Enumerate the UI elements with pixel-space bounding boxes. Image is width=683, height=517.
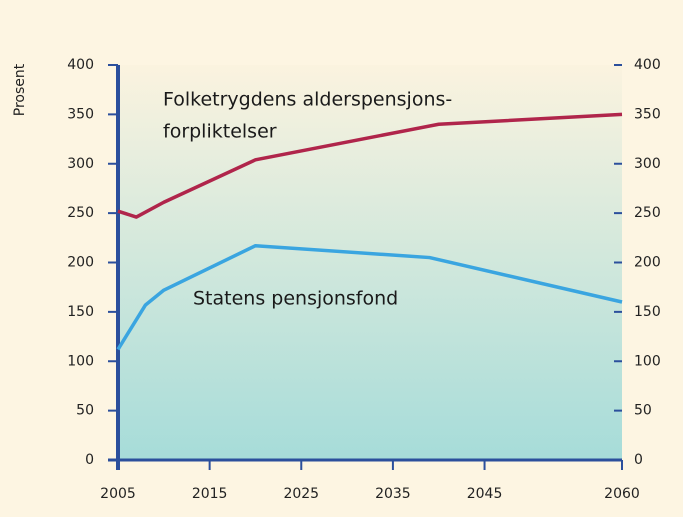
y-tick-label: 300 (67, 156, 94, 172)
y2-tick-label: 400 (634, 57, 661, 73)
y-tick-label: 250 (67, 205, 94, 221)
y-axis-label: Prosent (12, 63, 28, 116)
y2-tick-label: 150 (634, 304, 661, 320)
x-tick-label: 2015 (192, 486, 228, 502)
x-tick-label: 2045 (467, 486, 503, 502)
x-tick-label: 2025 (283, 486, 319, 502)
annotation: forpliktelser (163, 121, 277, 143)
annotation: Statens pensjonsfond (193, 288, 398, 310)
y2-tick-label: 300 (634, 156, 661, 172)
y2-tick-label: 200 (634, 255, 661, 271)
y-tick-label: 50 (76, 403, 94, 419)
y-tick-label: 0 (85, 452, 94, 468)
y-tick-label: 100 (67, 353, 94, 369)
y2-tick-label: 350 (634, 106, 661, 122)
y-tick-label: 200 (67, 255, 94, 271)
y-tick-label: 400 (67, 57, 94, 73)
series-line (117, 112, 623, 219)
plot-area (118, 65, 622, 460)
annotation: Folketrygdens alderspensjons- (163, 89, 452, 111)
y2-tick-label: 100 (634, 353, 661, 369)
x-tick-label: 2005 (100, 486, 136, 502)
y2-tick-label: 250 (634, 205, 661, 221)
y-tick-label: 150 (67, 304, 94, 320)
x-tick-label: 2035 (375, 486, 411, 502)
y-tick-label: 350 (67, 106, 94, 122)
y2-tick-label: 0 (634, 452, 643, 468)
x-tick-label: 2060 (604, 486, 640, 502)
y2-tick-label: 50 (634, 403, 652, 419)
series-line (116, 243, 623, 351)
